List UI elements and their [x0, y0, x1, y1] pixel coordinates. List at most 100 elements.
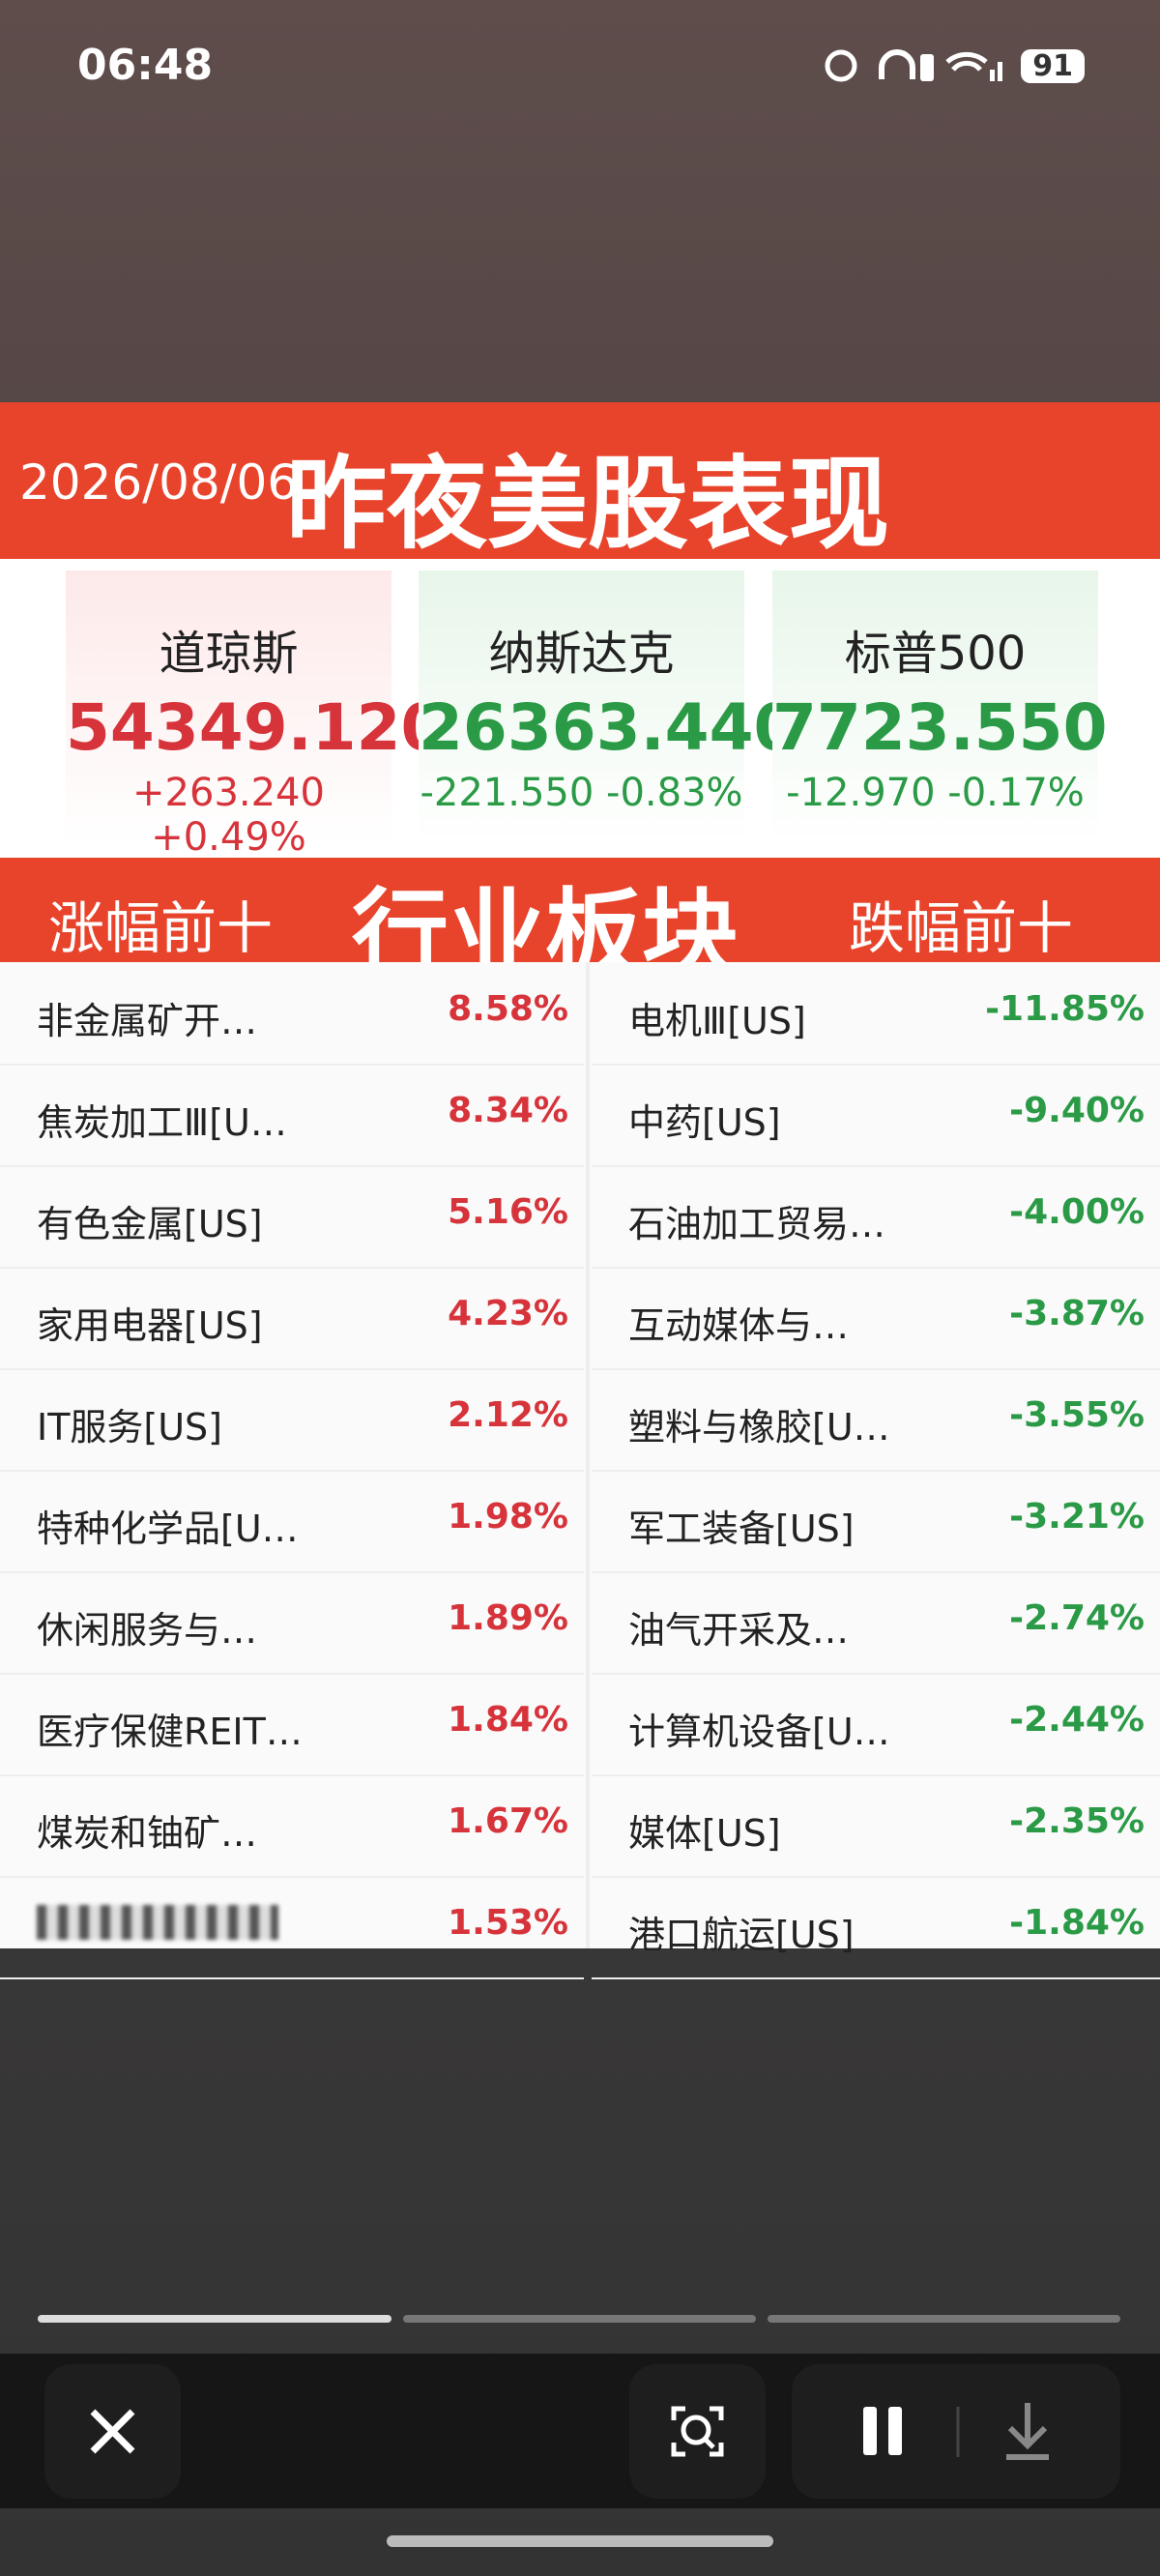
- sector-change: 5.16%: [448, 1192, 568, 1232]
- sector-name: 焦炭加工Ⅲ[U…: [37, 1101, 287, 1144]
- home-indicator: [387, 2535, 773, 2547]
- sector-change: -3.55%: [1009, 1395, 1145, 1435]
- sector-change: -3.87%: [1009, 1294, 1145, 1333]
- index-card: 道琼斯 54349.120 +263.240 +0.49%: [66, 571, 446, 860]
- sector-row: 石油加工贸易… -4.00%: [592, 1165, 1160, 1269]
- sector-row: 特种化学品[U… 1.98%: [0, 1470, 584, 1573]
- sector-row: 家用电器[US] 4.23%: [0, 1267, 584, 1370]
- index-change: -12.970: [786, 771, 936, 815]
- battery: 91: [1021, 48, 1085, 83]
- losers-label: 跌幅前十: [849, 895, 1074, 961]
- sector-row: 休闲服务与… 1.89%: [0, 1571, 584, 1675]
- index-card: 标普500 7723.550 -12.970 -0.17%: [772, 571, 1108, 847]
- sector-row: 非金属矿开… 8.58%: [0, 962, 584, 1066]
- index-change-line: -221.550 -0.83%: [419, 771, 744, 815]
- pause-icon[interactable]: [863, 2407, 877, 2455]
- status-glyphs: [825, 49, 1003, 82]
- media-controls: [792, 2364, 1120, 2499]
- index-change: +263.240: [132, 771, 325, 815]
- status-icons: 91: [824, 46, 1085, 85]
- sector-name: 石油加工贸易…: [628, 1203, 886, 1245]
- sector-change: 1.84%: [448, 1700, 568, 1740]
- sector-row: 油气开采及… -2.74%: [592, 1571, 1160, 1675]
- index-change-line: -12.970 -0.17%: [772, 771, 1098, 815]
- sector-name: 电机Ⅲ[US]: [628, 1000, 806, 1042]
- sector-row: IT服务[US] 2.12%: [0, 1368, 584, 1472]
- banner: 2026/08/06 昨夜美股表现: [0, 402, 1160, 563]
- sector-change: -2.35%: [1009, 1801, 1145, 1841]
- sector-change: -9.40%: [1009, 1091, 1145, 1130]
- sector-name: 计算机设备[U…: [628, 1711, 890, 1753]
- index-card: 纳斯达克 26363.440 -221.550 -0.83%: [419, 571, 798, 847]
- index-value: 26363.440: [419, 690, 798, 765]
- close-icon: [90, 2409, 135, 2454]
- sector-name: 中药[US]: [628, 1101, 781, 1144]
- sector-change: 2.12%: [448, 1395, 568, 1435]
- sector-row: 医疗保健REIT… 1.84%: [0, 1673, 584, 1776]
- sector-name: 有色金属[US]: [37, 1203, 263, 1245]
- sector-row: 塑料与橡胶[U… -3.55%: [592, 1368, 1160, 1472]
- sector-row: 军工装备[US] -3.21%: [592, 1470, 1160, 1573]
- index-change-line: +263.240 +0.49%: [66, 771, 392, 860]
- media-icons: [863, 2403, 1049, 2460]
- sector-change: 8.58%: [448, 989, 568, 1029]
- index-percent: -0.17%: [947, 771, 1085, 815]
- sector-name: 非金属矿开…: [37, 1000, 258, 1042]
- sector-change: -4.00%: [1009, 1192, 1145, 1232]
- sector-row: 计算机设备[U… -2.44%: [592, 1673, 1160, 1776]
- close-button[interactable]: [44, 2364, 181, 2499]
- index-name: 道琼斯: [159, 627, 299, 681]
- sector-row: 电机Ⅲ[US] -11.85%: [592, 962, 1160, 1066]
- sector-change: -11.85%: [985, 989, 1145, 1029]
- sector-name: 休闲服务与…: [37, 1609, 258, 1652]
- index-value: 54349.120: [66, 690, 446, 765]
- sector-change: 1.89%: [448, 1598, 568, 1638]
- sector-change: -1.84%: [1009, 1903, 1145, 1943]
- index-value: 7723.550: [772, 690, 1108, 765]
- sector-name: 医疗保健REIT…: [37, 1711, 303, 1753]
- status-time: 06:48: [77, 41, 214, 90]
- sector-row: 1.53%: [0, 1876, 584, 1979]
- sector-row: 媒体[US] -2.35%: [592, 1774, 1160, 1878]
- sector-row: 互动媒体与… -3.87%: [592, 1267, 1160, 1370]
- sector-change: -2.74%: [1009, 1598, 1145, 1638]
- sector-name: 互动媒体与…: [628, 1304, 850, 1347]
- sector-name: 军工装备[US]: [628, 1508, 855, 1550]
- blurred-name: [37, 1905, 278, 1940]
- sector-row: 焦炭加工Ⅲ[U… 8.34%: [0, 1064, 584, 1167]
- index-percent: -0.83%: [606, 771, 743, 815]
- index-name: 纳斯达克: [488, 627, 675, 681]
- scan-icon: [671, 2406, 724, 2457]
- sector-change: 1.98%: [448, 1497, 568, 1537]
- sector-name: 油气开采及…: [628, 1609, 850, 1652]
- banner-title: 昨夜美股表现: [286, 445, 890, 563]
- progress-segment: [403, 2315, 756, 2323]
- index-name: 标普500: [844, 627, 1027, 681]
- progress-segment: [768, 2315, 1120, 2323]
- sector-name: 家用电器[US]: [37, 1304, 263, 1347]
- sector-change: -3.21%: [1009, 1497, 1145, 1537]
- sector-name: 塑料与橡胶[U…: [628, 1406, 890, 1449]
- sector-name: IT服务[US]: [37, 1406, 223, 1449]
- index-area: 道琼斯 54349.120 +263.240 +0.49% 纳斯达克 26363.440…: [0, 559, 1160, 860]
- sector-row: 中药[US] -9.40%: [592, 1064, 1160, 1167]
- index-change: -221.550: [420, 771, 594, 815]
- sector-name: 媒体[US]: [628, 1812, 781, 1855]
- sector-table: 非金属矿开… 8.58% 焦炭加工Ⅲ[U… 8.34% 有色金属[US] 5.16% 家用电…: [0, 962, 1160, 1979]
- gainers-label: 涨幅前十: [48, 895, 274, 961]
- sector-row: 有色金属[US] 5.16%: [0, 1165, 584, 1269]
- sector-row: 港口航运[US] -1.84%: [592, 1876, 1160, 1979]
- progress-segment: [38, 2315, 392, 2323]
- sector-name: 港口航运[US]: [628, 1914, 855, 1956]
- banner-date: 2026/08/06: [19, 454, 299, 511]
- sector-header: 涨幅前十 行业板块 跌幅前十: [0, 858, 1160, 991]
- sector-change: 1.67%: [448, 1801, 568, 1841]
- download-icon[interactable]: [1006, 2403, 1049, 2460]
- sector-name: 煤炭和铀矿…: [37, 1812, 258, 1855]
- scan-button[interactable]: [629, 2364, 766, 2499]
- sector-change: -2.44%: [1009, 1700, 1145, 1740]
- index-percent: +0.49%: [151, 815, 306, 860]
- sector-change: 1.53%: [448, 1903, 568, 1943]
- sector-change: 8.34%: [448, 1091, 568, 1130]
